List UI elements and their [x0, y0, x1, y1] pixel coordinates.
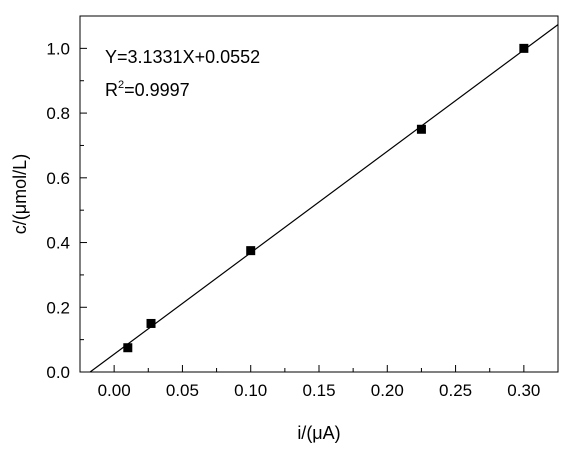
x-axis-ticks: 0.00 0.05 0.10 0.15 0.20 0.25 0.30 — [79, 365, 559, 400]
y-tick-label: 0.2 — [46, 298, 70, 317]
x-tick-label: 0.25 — [439, 381, 472, 400]
data-points — [123, 43, 529, 353]
y-tick-label: 0.4 — [46, 234, 70, 253]
y-tick-label: 0.6 — [46, 169, 70, 188]
x-tick-label: 0.00 — [98, 381, 131, 400]
x-tick-label: 0.15 — [302, 381, 335, 400]
r-squared-label: R2=0.9997 — [105, 79, 190, 100]
plot-frame — [79, 15, 559, 373]
y-axis-ticks: 0.0 0.2 0.4 0.6 0.8 1.0 — [46, 15, 87, 382]
data-point — [123, 343, 133, 353]
x-axis-label: i/(μA) — [297, 423, 340, 443]
data-point — [519, 43, 529, 53]
y-tick-label: 0.8 — [46, 104, 70, 123]
fit-line — [89, 24, 559, 373]
data-point — [146, 318, 156, 328]
data-point — [416, 124, 426, 134]
x-tick-label: 0.05 — [166, 381, 199, 400]
y-tick-label: 1.0 — [46, 39, 70, 58]
equation-label: Y=3.1331X+0.0552 — [105, 47, 260, 67]
x-tick-label: 0.20 — [371, 381, 404, 400]
y-tick-label: 0.0 — [46, 363, 70, 382]
data-point — [246, 246, 256, 256]
x-tick-label: 0.10 — [234, 381, 267, 400]
x-tick-label: 0.30 — [507, 381, 540, 400]
y-axis-label: c/(μmol/L) — [10, 154, 30, 234]
